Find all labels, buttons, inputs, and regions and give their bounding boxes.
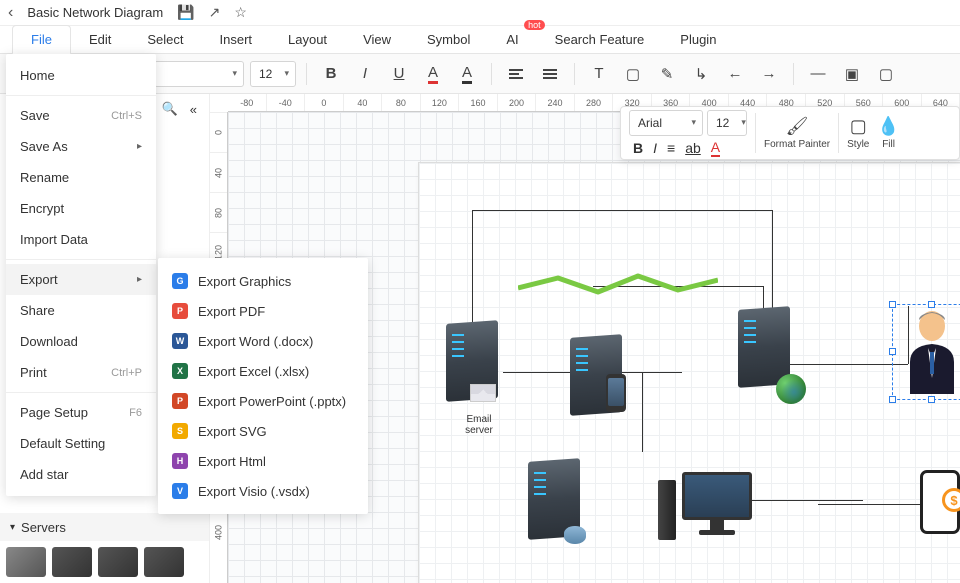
- arrow-start-button[interactable]: ←: [721, 61, 749, 87]
- menu-view[interactable]: View: [345, 26, 409, 53]
- menu-default-setting[interactable]: Default Setting: [6, 428, 156, 459]
- menu-symbol[interactable]: Symbol: [409, 26, 488, 53]
- export-visio[interactable]: VExport Visio (.vsdx): [158, 476, 368, 506]
- email-server-label: Email server: [454, 414, 504, 436]
- star-icon[interactable]: ☆: [234, 4, 247, 21]
- export-word[interactable]: WExport Word (.docx): [158, 326, 368, 356]
- menu-insert[interactable]: Insert: [202, 26, 271, 53]
- menu-rename[interactable]: Rename: [6, 162, 156, 193]
- shape-fill-button[interactable]: ▣: [838, 61, 866, 87]
- menu-save[interactable]: SaveCtrl+S: [6, 100, 156, 131]
- line-spacing-button[interactable]: [536, 61, 564, 87]
- style-button[interactable]: ▢Style: [847, 116, 869, 150]
- menu-import-data[interactable]: Import Data: [6, 224, 156, 255]
- float-bold-button[interactable]: B: [633, 140, 643, 156]
- connector[interactable]: [772, 210, 773, 320]
- menu-layout[interactable]: Layout: [270, 26, 345, 53]
- shape-thumbnails: [0, 541, 209, 583]
- text-tool-button[interactable]: T: [585, 61, 613, 87]
- collapse-sidebar-icon[interactable]: «: [190, 102, 197, 117]
- menu-bar: File Edit Select Insert Layout View Symb…: [0, 26, 960, 54]
- menu-home[interactable]: Home: [6, 60, 156, 91]
- export-svg[interactable]: SExport SVG: [158, 416, 368, 446]
- export-powerpoint[interactable]: PExport PowerPoint (.pptx): [158, 386, 368, 416]
- menu-share[interactable]: Share: [6, 295, 156, 326]
- connector[interactable]: [472, 210, 772, 211]
- font-color-button[interactable]: A: [419, 61, 447, 87]
- connector[interactable]: [642, 372, 682, 373]
- file-menu-dropdown: Home SaveCtrl+S Save As▸ Rename Encrypt …: [6, 54, 156, 496]
- shape-outline-button[interactable]: ▢: [872, 61, 900, 87]
- globe-icon: [776, 374, 806, 404]
- fill-button[interactable]: 💧Fill: [877, 116, 899, 150]
- menu-ai[interactable]: AIhot: [488, 26, 536, 53]
- disk-icon: [564, 526, 586, 544]
- floating-format-bar: Arial▾ 12▾ B I ≡ ab A 🖌Format Painter ▢S…: [620, 106, 960, 160]
- bold-button[interactable]: B: [317, 61, 345, 87]
- export-submenu: GExport Graphics PExport PDF WExport Wor…: [158, 258, 368, 514]
- menu-page-setup[interactable]: Page SetupF6: [6, 397, 156, 428]
- title-bar: ‹ Basic Network Diagram 💾 ↗ ☆: [0, 0, 960, 26]
- font-family-select[interactable]: ▾: [154, 61, 244, 87]
- italic-button[interactable]: I: [351, 61, 379, 87]
- chevron-down-icon: ▾: [10, 522, 15, 533]
- line-color-button[interactable]: ✎: [653, 61, 681, 87]
- connector[interactable]: [788, 364, 908, 365]
- export-excel[interactable]: XExport Excel (.xlsx): [158, 356, 368, 386]
- monitor-shape[interactable]: [682, 472, 752, 535]
- menu-encrypt[interactable]: Encrypt: [6, 193, 156, 224]
- float-font-select[interactable]: Arial▾: [629, 110, 703, 136]
- coin-icon: $: [942, 488, 960, 512]
- export-html[interactable]: HExport Html: [158, 446, 368, 476]
- wireless-link-icon: [518, 270, 718, 300]
- float-align-button[interactable]: ≡: [667, 140, 675, 156]
- line-style-button[interactable]: ―: [804, 61, 832, 87]
- menu-download[interactable]: Download: [6, 326, 156, 357]
- menu-select[interactable]: Select: [129, 26, 201, 53]
- export-pdf[interactable]: PExport PDF: [158, 296, 368, 326]
- shape-thumb[interactable]: [98, 547, 138, 577]
- float-italic-button[interactable]: I: [653, 140, 657, 156]
- back-icon[interactable]: ‹: [8, 4, 13, 22]
- save-icon[interactable]: 💾: [177, 4, 194, 21]
- tower-shape[interactable]: [658, 480, 676, 540]
- shape-thumb[interactable]: [144, 547, 184, 577]
- align-button[interactable]: [502, 61, 530, 87]
- connector[interactable]: [818, 504, 928, 505]
- server-shape[interactable]: [738, 308, 790, 386]
- menu-print[interactable]: PrintCtrl+P: [6, 357, 156, 388]
- document-title: Basic Network Diagram: [27, 5, 163, 20]
- menu-add-star[interactable]: Add star: [6, 459, 156, 490]
- format-painter-button[interactable]: 🖌Format Painter: [764, 116, 830, 150]
- highlight-button[interactable]: A: [453, 61, 481, 87]
- float-text-style-button[interactable]: ab: [685, 140, 701, 156]
- shape-thumb[interactable]: [52, 547, 92, 577]
- connector-button[interactable]: ↳: [687, 61, 715, 87]
- menu-search-feature[interactable]: Search Feature: [537, 26, 663, 53]
- menu-file[interactable]: File: [12, 25, 71, 55]
- export-graphics[interactable]: GExport Graphics: [158, 266, 368, 296]
- menu-export[interactable]: Export▸: [6, 264, 156, 295]
- person-shape[interactable]: [902, 308, 960, 394]
- underline-button[interactable]: U: [385, 61, 413, 87]
- category-servers[interactable]: ▾ Servers: [0, 513, 209, 541]
- connector[interactable]: [642, 372, 643, 452]
- envelope-icon: [470, 384, 496, 402]
- open-external-icon[interactable]: ↗: [209, 4, 221, 21]
- menu-plugin[interactable]: Plugin: [662, 26, 734, 53]
- menu-edit[interactable]: Edit: [71, 26, 129, 53]
- font-size-select[interactable]: 12▾: [250, 61, 296, 87]
- fill-color-button[interactable]: ▢: [619, 61, 647, 87]
- menu-save-as[interactable]: Save As▸: [6, 131, 156, 162]
- phone-icon: [606, 374, 626, 412]
- search-icon[interactable]: 🔍: [162, 101, 178, 117]
- arrow-end-button[interactable]: →: [755, 61, 783, 87]
- float-size-select[interactable]: 12▾: [707, 110, 747, 136]
- shape-thumb[interactable]: [6, 547, 46, 577]
- float-font-color-button[interactable]: A: [711, 139, 720, 157]
